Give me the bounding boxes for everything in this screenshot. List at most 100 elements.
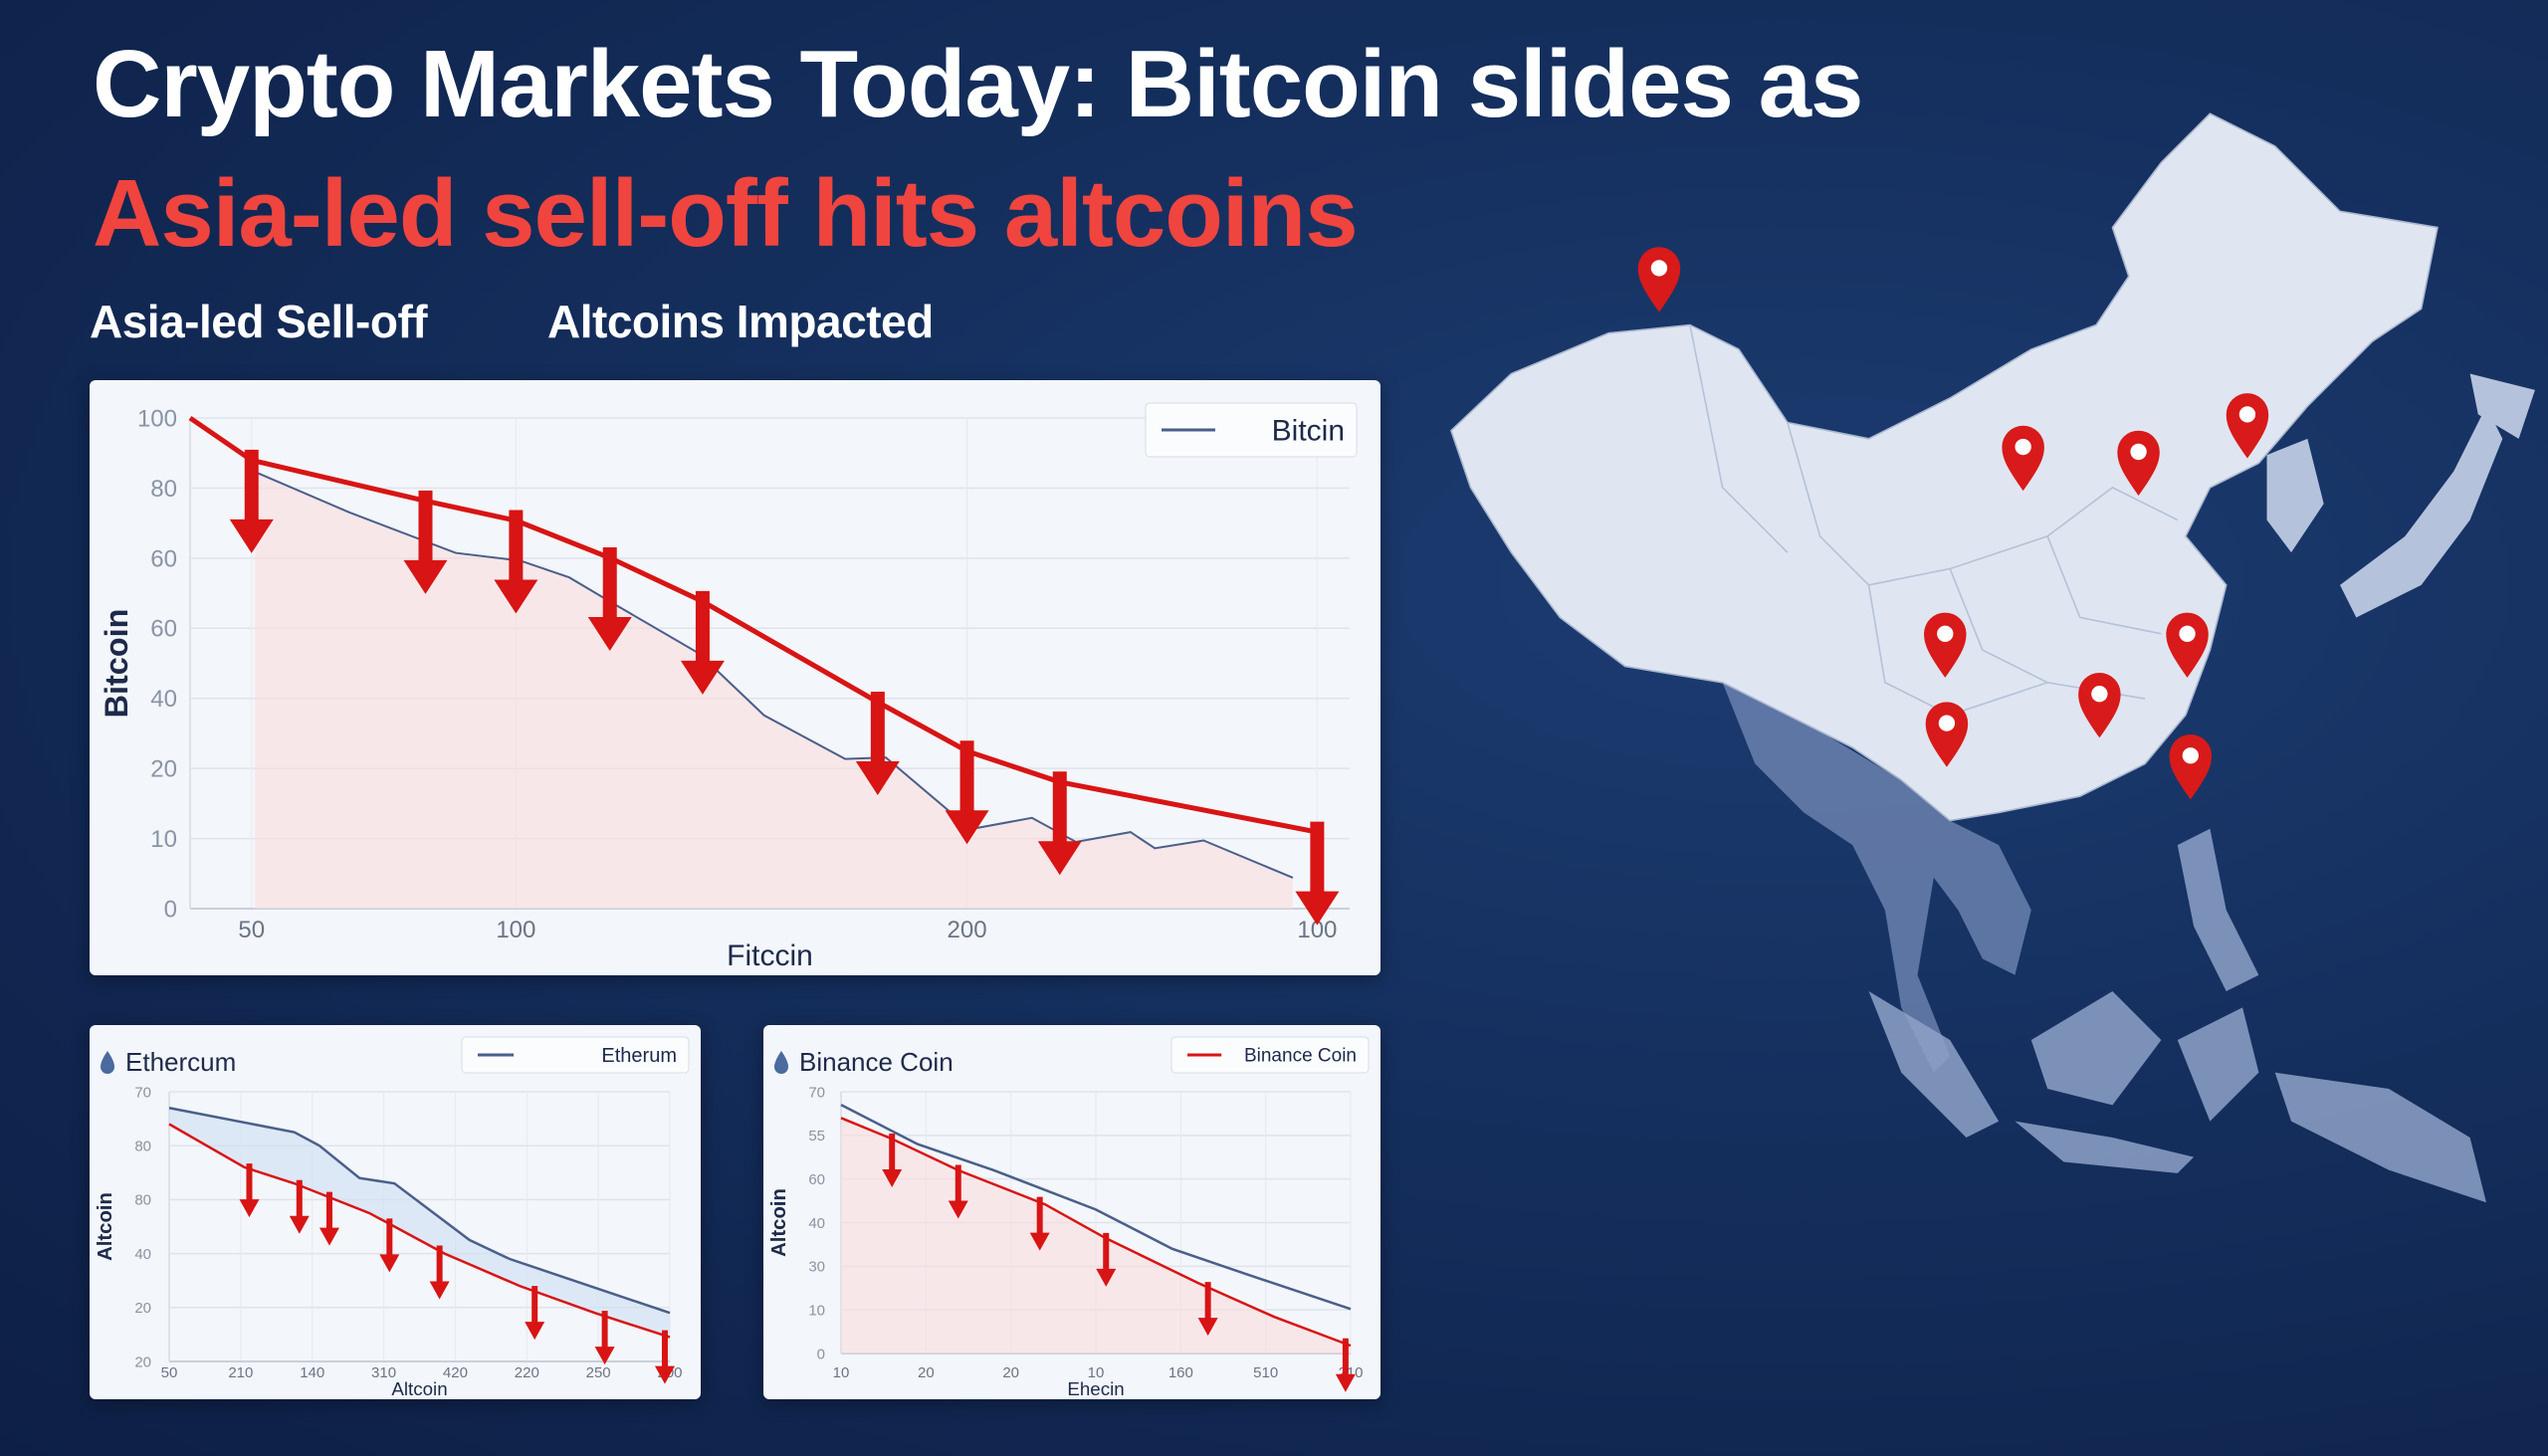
x-tick-label: 10 [1088, 1364, 1105, 1381]
y-tick-label: 80 [134, 1138, 151, 1154]
y-tick-label: 0 [164, 896, 177, 923]
x-tick-label: 20 [918, 1364, 935, 1381]
x-tick-label: 210 [228, 1364, 253, 1381]
legend-box [1145, 402, 1358, 458]
down-arrow-icon [1335, 1338, 1356, 1392]
legend-label: Etherum [601, 1045, 677, 1067]
y-tick-label: 40 [150, 686, 177, 713]
series-line-trend [188, 415, 1318, 835]
x-axis-title: Fitccin [727, 939, 813, 972]
ethereum-chart-card: 20204080807050210140310420220250200Altco… [90, 1025, 701, 1399]
subtitle-altcoins-impacted: Altcoins Impacted [547, 296, 934, 347]
series-line-binance-coin [840, 1117, 1352, 1348]
down-arrow-icon [945, 740, 989, 845]
x-tick-label: 50 [161, 1364, 178, 1381]
down-arrow-icon [525, 1286, 545, 1341]
down-arrow-icon [494, 510, 538, 614]
y-tick-label: 10 [150, 826, 177, 853]
map-pin-icon [2226, 393, 2269, 459]
down-arrow-icon [1197, 1282, 1218, 1337]
map-landmass [1450, 112, 2535, 1203]
y-axis-title: Bitcoin [99, 609, 134, 719]
series-line-etherum [168, 1107, 671, 1315]
map-pin-icon [1637, 247, 1681, 312]
area-fill [169, 1108, 670, 1338]
map-pin-icon [2169, 734, 2213, 800]
y-tick-label: 20 [150, 756, 177, 783]
y-tick-label: 80 [134, 1192, 151, 1209]
x-tick-label: 200 [948, 917, 987, 943]
x-tick-label: 100 [496, 917, 535, 943]
y-tick-label: 60 [150, 545, 177, 572]
map-pin-icon [1924, 612, 1967, 678]
y-tick-label: 30 [808, 1259, 825, 1276]
y-tick-label: 55 [808, 1128, 825, 1144]
x-tick-label: 10 [833, 1364, 850, 1381]
headline-line-1: Crypto Markets Today: Bitcoin slides as [93, 31, 1863, 137]
map-pin-icon [2166, 612, 2209, 678]
y-tick-label: 20 [134, 1300, 151, 1317]
series-line-bitcin [254, 471, 1294, 879]
subtitle-asia-sell-off: Asia-led Sell-off [90, 296, 428, 347]
series-line-trend [168, 1123, 671, 1339]
droplet-icon [774, 1051, 788, 1074]
location-pins [1637, 247, 2269, 800]
y-tick-label: 100 [137, 405, 177, 432]
map-pin-icon [2078, 672, 2121, 738]
down-arrow-icon [587, 547, 632, 652]
binance-coin-chart-card: 0 10 30 40 60 55 70 10 20 20 10 160 510 210 Ehecin Altc… [763, 1025, 1380, 1399]
headline-line-2: Asia-led sell-off hits altcoins [93, 160, 1359, 267]
y-tick-label: 70 [808, 1084, 825, 1101]
x-axis-title: Altcoin [391, 1378, 447, 1399]
down-arrow-icon [1029, 1196, 1050, 1251]
x-tick-label: 510 [1253, 1364, 1278, 1381]
x-tick-label: 20 [1002, 1364, 1019, 1381]
down-arrow-icon [403, 490, 448, 594]
map-pin-icon [2117, 430, 2160, 497]
map-philippines [2177, 828, 2259, 992]
y-tick-label: 10 [808, 1302, 825, 1319]
map-korea-japan [2266, 373, 2535, 618]
y-tick-label: 70 [134, 1084, 151, 1101]
chart-title: Ethercum [125, 1047, 236, 1077]
down-arrow-icon [855, 691, 900, 795]
down-arrow-icon [680, 590, 725, 695]
legend-box [461, 1036, 690, 1074]
y-axis-title: Altcoin [768, 1188, 790, 1257]
y-tick-label: 40 [134, 1246, 151, 1263]
x-tick-label: 310 [371, 1364, 396, 1381]
y-tick-label: 20 [134, 1353, 151, 1370]
down-arrow-icon [1037, 771, 1082, 876]
x-tick-label: 160 [1168, 1364, 1193, 1381]
map-southeast-asia [1722, 682, 2031, 1073]
x-tick-label: 140 [300, 1364, 324, 1381]
map-pin-icon [1925, 702, 1969, 767]
ethereum-chart: 20204080807050210140310420220250200Altco… [95, 1036, 690, 1399]
y-tick-label: 80 [150, 476, 177, 503]
y-tick-label: 40 [808, 1215, 825, 1232]
down-arrow-icon [429, 1245, 450, 1300]
x-tick-label: 50 [238, 917, 265, 943]
legend-label: Bitcin [1272, 415, 1345, 448]
down-arrow-icon [948, 1164, 968, 1219]
y-axis-title: Altcoin [95, 1192, 116, 1261]
area-fill [255, 472, 1293, 909]
down-arrow-icon [882, 1133, 903, 1187]
series-line-reference [840, 1104, 1352, 1311]
down-arrow-icon [1295, 821, 1340, 926]
down-arrow-icon [229, 449, 274, 553]
map-indonesia [1868, 991, 2486, 1203]
legend-box [1170, 1036, 1370, 1074]
y-tick-label: 60 [150, 616, 177, 643]
down-arrow-icon [379, 1218, 400, 1273]
down-arrow-icon [594, 1311, 615, 1365]
y-tick-label: 60 [808, 1171, 825, 1188]
x-tick-label: 220 [515, 1364, 539, 1381]
x-tick-label: 420 [443, 1364, 468, 1381]
down-arrow-icon [239, 1163, 260, 1218]
down-arrow-icon [318, 1191, 339, 1246]
bitcoin-chart-card: 0 10 20 40 60 60 80 100 50 100 200 100 Fitccin Bitcoi… [90, 380, 1380, 975]
